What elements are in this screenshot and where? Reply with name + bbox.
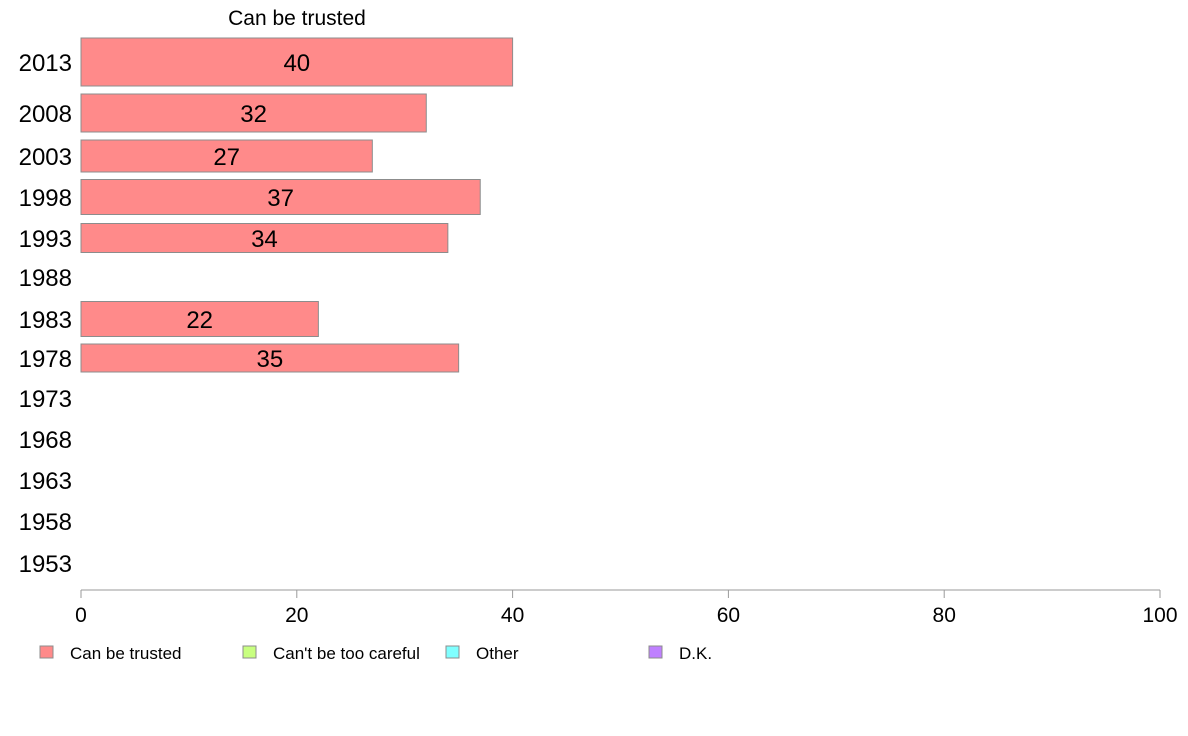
bar-value-label: 22 [186,307,213,334]
y-tick-label: 2013 [19,50,72,77]
y-tick-label: 1993 [19,226,72,253]
bar-value-label: 35 [256,346,283,373]
y-tick-label: 1958 [19,509,72,536]
y-tick-label: 1968 [19,427,72,454]
bar-value-label: 40 [283,50,310,77]
y-tick-label: 1963 [19,468,72,495]
y-tick-label: 1978 [19,346,72,373]
legend-swatch [445,645,460,659]
y-tick-label: 1953 [19,551,72,578]
y-tick-label: 1973 [19,386,72,413]
bar-value-label: 27 [213,144,240,171]
x-tick-label: 100 [1142,604,1177,627]
x-axis: 0 20 40 60 80 100 [75,589,1178,627]
legend: Can be trusted Can't be too careful Other D… [39,644,712,663]
legend-swatch [242,645,257,659]
panel-title: Can be trusted [228,7,366,30]
legend-swatch [648,645,663,659]
bar [80,179,481,215]
bar [80,343,460,373]
bars [80,37,514,373]
y-tick-label: 2003 [19,144,72,171]
y-tick-label: 1983 [19,307,72,334]
y-axis-labels: 2013 2008 2003 1998 1993 1988 1983 1978 1973 1968… [19,50,72,578]
x-tick-label: 60 [717,604,740,627]
bar-value-label: 37 [267,185,294,212]
y-tick-label: 1988 [19,265,72,292]
bar [80,301,319,337]
bar [80,37,514,87]
x-tick-label: 80 [933,604,956,627]
bar [80,139,373,173]
legend-label: Other [476,644,519,663]
bar-value-label: 34 [251,226,278,253]
legend-label: Can't be too careful [273,644,420,663]
legend-swatch [39,645,54,659]
bar-value-label: 32 [240,101,267,128]
y-tick-label: 1998 [19,185,72,212]
bar [80,93,427,133]
legend-label: Can be trusted [70,644,182,663]
legend-label: D.K. [679,644,712,663]
x-tick-label: 0 [75,604,87,627]
x-tick-label: 20 [285,604,308,627]
x-tick-label: 40 [501,604,524,627]
bar [80,223,449,253]
y-tick-label: 2008 [19,101,72,128]
